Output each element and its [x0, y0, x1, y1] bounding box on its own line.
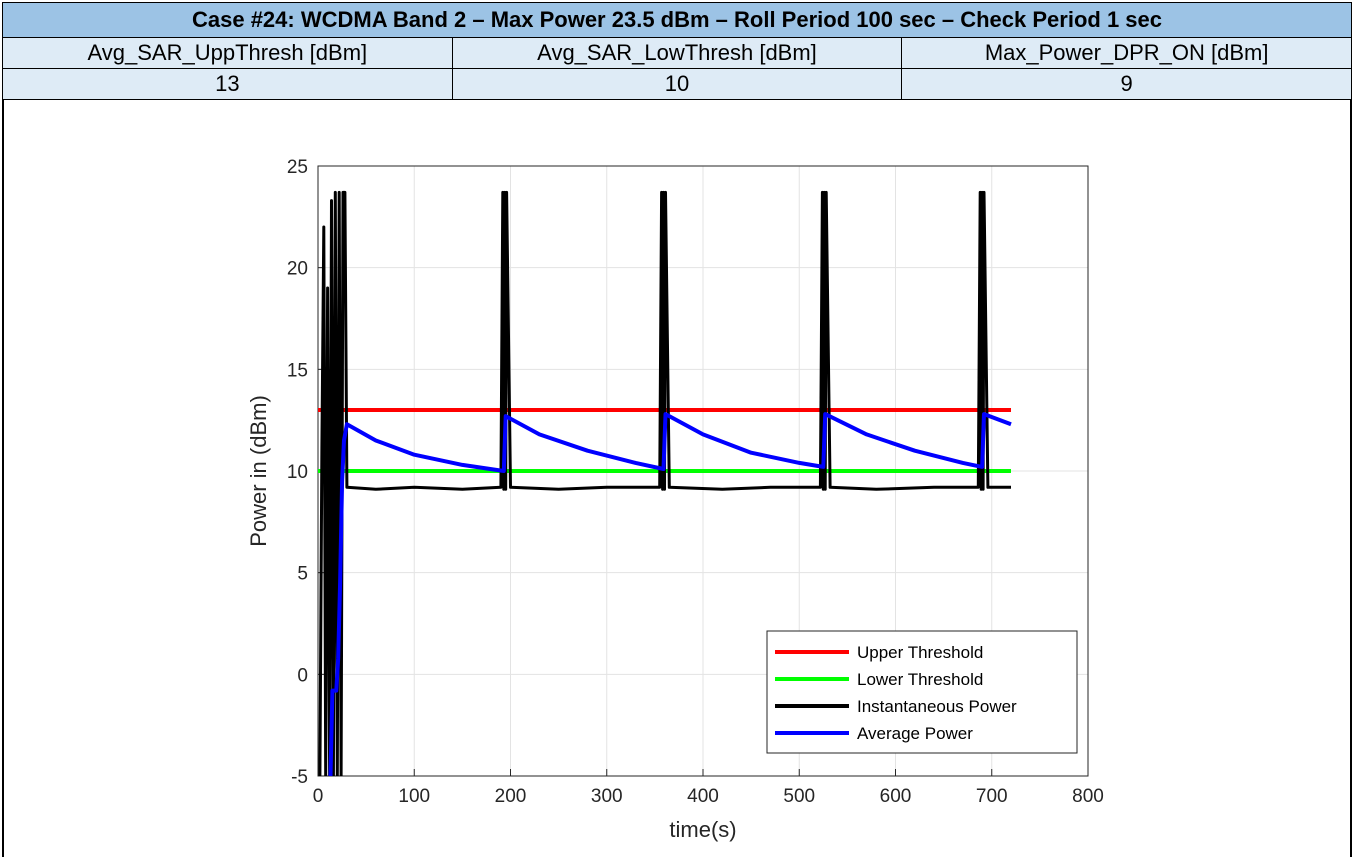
y-tick-label: 25	[287, 157, 308, 178]
x-tick-label: 300	[591, 786, 623, 807]
value-upp-thresh: 13	[2, 68, 453, 100]
y-tick-label: -5	[291, 767, 308, 788]
x-tick-label: 400	[687, 786, 719, 807]
y-tick-label: 15	[287, 360, 308, 381]
x-axis-label: time(s)	[669, 817, 736, 842]
legend-label: Average Power	[857, 724, 973, 743]
instantaneous-power-line	[318, 190, 1011, 776]
x-tick-label: 700	[976, 786, 1008, 807]
y-tick-label: 20	[287, 259, 308, 280]
case-title: Case #24: WCDMA Band 2 – Max Power 23.5 …	[2, 2, 1352, 38]
x-tick-label: 100	[398, 786, 430, 807]
legend-label: Upper Threshold	[857, 643, 983, 662]
value-low-thresh: 10	[451, 68, 903, 100]
legend-label: Instantaneous Power	[857, 697, 1017, 716]
column-header-upp-thresh: Avg_SAR_UppThresh [dBm]	[2, 37, 453, 69]
average-power-line	[328, 412, 1012, 776]
y-tick-label: 0	[297, 665, 308, 686]
legend-label: Lower Threshold	[857, 670, 983, 689]
y-tick-label: 10	[287, 462, 308, 483]
case-header-table: Case #24: WCDMA Band 2 – Max Power 23.5 …	[2, 2, 1352, 100]
column-header-low-thresh: Avg_SAR_LowThresh [dBm]	[451, 37, 903, 69]
x-tick-label: 600	[880, 786, 912, 807]
x-tick-label: 200	[495, 786, 527, 807]
column-header-max-power: Max_Power_DPR_ON [dBm]	[901, 37, 1352, 69]
y-tick-label: 5	[297, 564, 308, 585]
y-axis-label: Power in (dBm)	[246, 395, 271, 547]
value-max-power: 9	[901, 68, 1352, 100]
x-tick-label: 0	[313, 786, 324, 807]
x-tick-label: 500	[783, 786, 815, 807]
x-tick-label: 800	[1072, 786, 1104, 807]
